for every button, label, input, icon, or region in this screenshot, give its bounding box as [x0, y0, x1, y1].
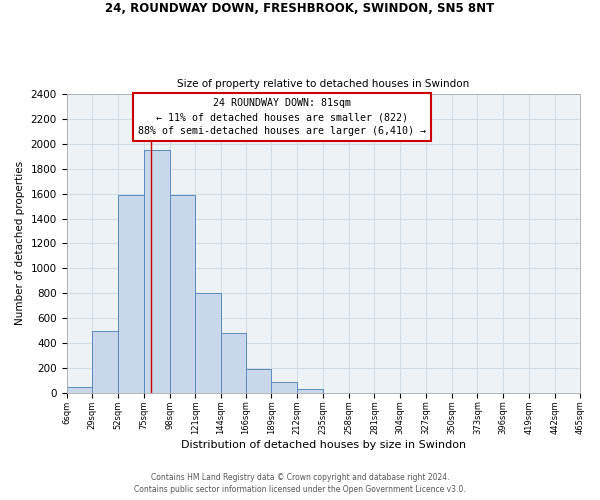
Bar: [118, 195, 144, 393]
Bar: [196, 293, 221, 393]
Bar: [271, 382, 297, 393]
X-axis label: Distribution of detached houses by size in Swindon: Distribution of detached houses by size …: [181, 440, 466, 450]
Bar: [92, 330, 118, 393]
Bar: [144, 150, 170, 393]
Bar: [221, 333, 245, 393]
Bar: [297, 389, 323, 393]
Bar: [245, 369, 271, 393]
Title: Size of property relative to detached houses in Swindon: Size of property relative to detached ho…: [178, 79, 470, 89]
Text: Contains public sector information licensed under the Open Government Licence v3: Contains public sector information licen…: [134, 485, 466, 494]
Y-axis label: Number of detached properties: Number of detached properties: [15, 162, 25, 326]
Text: 24 ROUNDWAY DOWN: 81sqm
← 11% of detached houses are smaller (822)
88% of semi-d: 24 ROUNDWAY DOWN: 81sqm ← 11% of detache…: [139, 98, 427, 136]
Text: Contains HM Land Registry data © Crown copyright and database right 2024.: Contains HM Land Registry data © Crown c…: [151, 474, 449, 482]
Bar: [170, 195, 196, 393]
Text: 24, ROUNDWAY DOWN, FRESHBROOK, SWINDON, SN5 8NT: 24, ROUNDWAY DOWN, FRESHBROOK, SWINDON, …: [106, 2, 494, 16]
Bar: [67, 386, 92, 393]
